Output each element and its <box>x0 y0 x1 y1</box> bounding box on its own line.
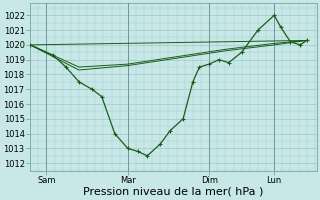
X-axis label: Pression niveau de la mer( hPa ): Pression niveau de la mer( hPa ) <box>83 187 264 197</box>
